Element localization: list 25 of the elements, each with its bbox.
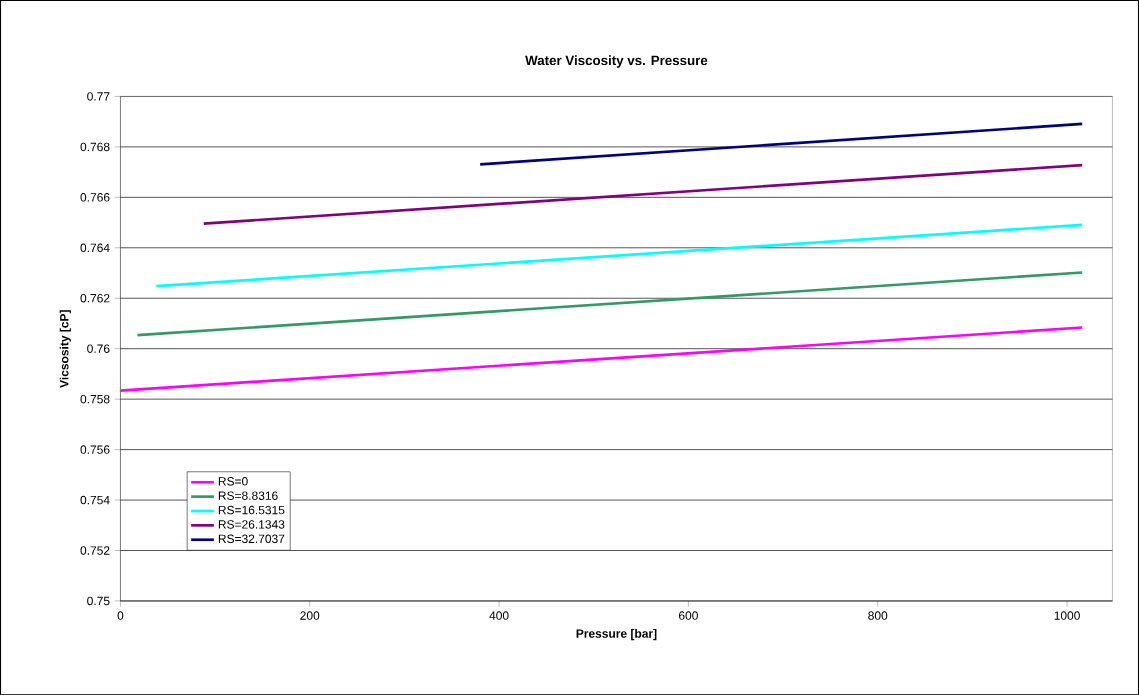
y-tick-label: 0.756 xyxy=(80,445,110,454)
legend-label: RS=16.5315 xyxy=(218,505,285,515)
x-axis-title: Pressure [bar] xyxy=(576,628,657,640)
y-tick-label: 0.76 xyxy=(87,344,110,353)
y-tick-label: 0.752 xyxy=(80,546,110,555)
y-tick-label: 0.754 xyxy=(80,495,110,505)
chart-title: Water Viscosity vs. Pressure xyxy=(525,55,708,68)
legend-label: RS=8.8316 xyxy=(218,491,278,500)
x-tick-label: 800 xyxy=(868,611,888,620)
y-tick-label: 0.77 xyxy=(87,91,110,101)
x-tick-label: 400 xyxy=(489,611,509,620)
y-tick-label: 0.762 xyxy=(80,293,110,303)
y-tick-label: 0.768 xyxy=(80,142,110,151)
x-tick-label: 0 xyxy=(117,611,124,620)
y-axis-title: Vicsosity [cP] xyxy=(59,309,71,388)
y-tick-label: 0.758 xyxy=(80,394,110,404)
y-tick-label: 0.75 xyxy=(87,596,110,606)
x-tick-label: 1000 xyxy=(1054,611,1080,620)
y-tick-label: 0.764 xyxy=(80,243,110,252)
y-tick-label: 0.766 xyxy=(80,192,110,202)
x-tick-label: 200 xyxy=(300,611,320,620)
legend-label: RS=26.1343 xyxy=(218,519,285,529)
legend-label: RS=32.7037 xyxy=(218,534,285,543)
legend-label: RS=0 xyxy=(218,476,248,486)
x-tick-label: 600 xyxy=(679,611,698,620)
